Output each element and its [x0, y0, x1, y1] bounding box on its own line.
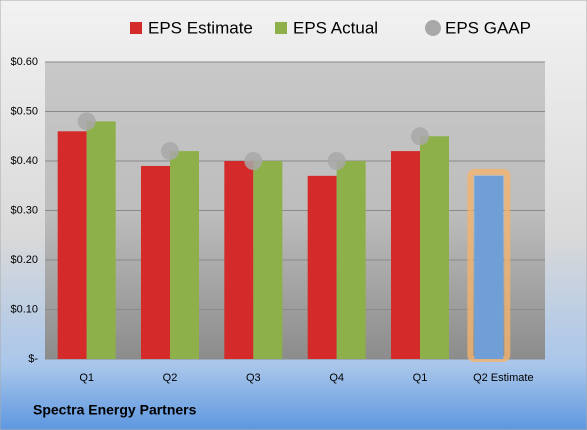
bar: [141, 165, 170, 359]
legend-swatch: [130, 22, 142, 34]
x-tick-label: Q4: [329, 372, 344, 384]
bar: [474, 175, 504, 359]
y-tick-label: $0.50: [10, 105, 38, 117]
y-tick-label: $0.10: [10, 303, 38, 315]
y-tick-label: $0.40: [10, 155, 38, 167]
legend-label: EPS Estimate: [148, 18, 253, 37]
bar: [307, 175, 337, 359]
bar: [336, 161, 366, 359]
bar: [391, 151, 420, 359]
bar: [170, 151, 199, 359]
x-tick-label: Q2 Estimate: [473, 372, 534, 384]
x-tick-label: Q1: [79, 372, 94, 384]
chart-title: Spectra Energy Partners: [33, 402, 197, 418]
bar: [57, 131, 87, 359]
x-tick-label: Q1: [413, 372, 428, 384]
bar: [86, 121, 116, 360]
bar: [224, 161, 254, 359]
gaap-dot: [161, 142, 179, 161]
y-tick-label: $0.30: [10, 204, 38, 216]
y-tick-label: $-: [28, 353, 38, 365]
x-tick-label: Q2: [163, 372, 178, 384]
bar: [253, 161, 283, 359]
legend-swatch: [425, 20, 441, 36]
gaap-dot: [327, 152, 346, 170]
gaap-dot: [244, 152, 263, 170]
legend-label: EPS GAAP: [445, 18, 531, 37]
gaap-dot: [77, 112, 96, 131]
legend-swatch: [275, 22, 287, 34]
legend-label: EPS Actual: [293, 18, 378, 37]
bar: [420, 136, 449, 359]
y-tick-label: $0.20: [10, 254, 38, 266]
x-tick-label: Q3: [246, 372, 261, 384]
gaap-dot: [411, 127, 429, 146]
y-tick-label: $0.60: [10, 56, 38, 68]
